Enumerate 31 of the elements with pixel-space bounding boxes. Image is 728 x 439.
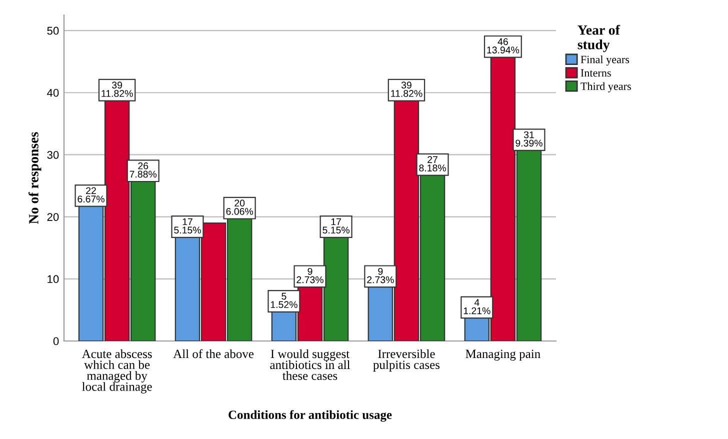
y-tick-label: 10 <box>48 275 59 284</box>
data-label: 46 13.94% <box>487 38 520 54</box>
data-label: 39 11.82% <box>391 82 422 97</box>
y-axis-title: No of responses <box>28 132 42 224</box>
x-axis-title: Conditions for antibiotic usage <box>228 410 392 422</box>
y-tick-label: 50 <box>47 26 59 35</box>
y-tick-label: 30 <box>47 150 59 159</box>
x-tick-label: Managing pain <box>466 350 540 361</box>
data-label: 39 11.82% <box>102 82 133 97</box>
x-tick-label: Irreversible pulpitis cases <box>373 349 440 372</box>
data-label: 9 2.73% <box>296 268 324 284</box>
data-label: 17 5.15% <box>174 218 201 234</box>
legend-label: Final years <box>580 55 630 66</box>
legend-label: Interns <box>580 69 611 77</box>
y-tick-label: 0 <box>53 337 59 346</box>
data-label: 20 6.06% <box>226 200 254 215</box>
y-tick-label: 40 <box>47 88 59 97</box>
y-tick-label: 20 <box>47 213 59 221</box>
data-label: 26 7.88% <box>130 162 157 178</box>
data-label: 17 5.15% <box>322 218 350 234</box>
data-label: 31 9.39% <box>516 131 542 147</box>
legend-title: Year of study <box>578 24 620 52</box>
data-label: 5 1.52% <box>270 292 298 308</box>
data-label: 9 2.73% <box>367 268 394 284</box>
x-tick-label: All of the above <box>173 349 254 358</box>
data-label: 22 6.67% <box>78 187 104 202</box>
x-tick-label: Acute abscess which can be managed by local drainage <box>82 349 152 394</box>
x-tick-label: I would suggest antibiotics in all these cases <box>270 349 350 380</box>
legend-label: Third years <box>580 82 631 92</box>
data-label: 27 8.18% <box>419 156 446 172</box>
data-label: 4 1.21% <box>464 299 490 314</box>
